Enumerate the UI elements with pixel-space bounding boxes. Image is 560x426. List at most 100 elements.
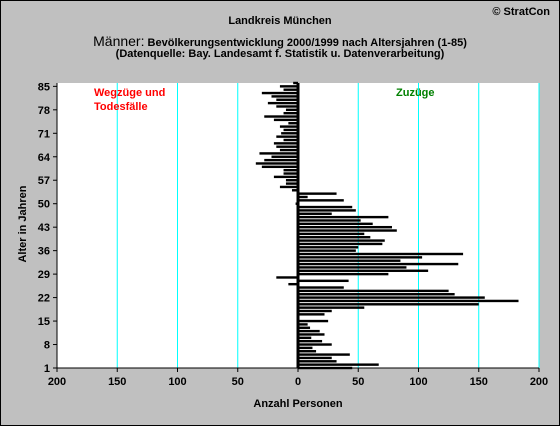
gridlines bbox=[116, 83, 540, 368]
bar bbox=[298, 236, 371, 239]
bar bbox=[298, 222, 373, 226]
bar bbox=[298, 279, 349, 283]
bar bbox=[298, 242, 383, 246]
chart-title-region: Landkreis München bbox=[228, 15, 332, 27]
bar bbox=[298, 336, 312, 340]
bar bbox=[276, 98, 298, 101]
bar bbox=[261, 165, 298, 169]
y-tick-label: 78 bbox=[38, 105, 50, 117]
x-axis-label: Anzahl Personen bbox=[253, 398, 343, 410]
annotation-outflow: Todesfälle bbox=[94, 101, 148, 113]
zero-axis bbox=[296, 83, 300, 368]
x-tick-label: 100 bbox=[409, 376, 427, 388]
y-tick-label: 43 bbox=[38, 222, 50, 234]
bar bbox=[298, 259, 401, 262]
bar bbox=[276, 105, 298, 108]
copyright-label: © StratCon bbox=[492, 6, 550, 18]
x-tick-label: 200 bbox=[530, 376, 548, 388]
bar bbox=[298, 363, 379, 366]
bar bbox=[298, 225, 392, 229]
bar bbox=[298, 296, 485, 299]
annotation-outflow: Wegzüge und bbox=[94, 87, 165, 99]
bar bbox=[264, 115, 298, 118]
bar bbox=[298, 299, 519, 303]
bar bbox=[298, 239, 385, 242]
bar bbox=[298, 360, 337, 363]
bar bbox=[298, 269, 429, 272]
annotations: Wegzüge und Todesfälle Zuzüge bbox=[94, 87, 435, 113]
bar bbox=[298, 246, 359, 249]
chart-title: Männer: Bevölkerungsentwicklung 2000/199… bbox=[0, 33, 560, 49]
axes: 1 8 15 22 29 36 43 50 57 64 71 78 85 200 150 100 50 0 50 10… bbox=[38, 81, 548, 388]
bar bbox=[285, 179, 298, 182]
bar bbox=[298, 323, 308, 326]
bar bbox=[298, 212, 332, 215]
bar bbox=[298, 350, 317, 353]
x-tick-label: 150 bbox=[470, 376, 488, 388]
bar bbox=[273, 175, 298, 179]
bar bbox=[279, 185, 298, 189]
x-tick-label: 50 bbox=[232, 376, 244, 388]
bar bbox=[298, 219, 361, 222]
bar bbox=[298, 232, 365, 236]
x-tick-label: 200 bbox=[48, 376, 66, 388]
bar bbox=[298, 303, 479, 306]
x-tick-label: 150 bbox=[108, 376, 126, 388]
y-tick-label: 36 bbox=[38, 246, 50, 258]
x-tick-label: 100 bbox=[168, 376, 186, 388]
bar bbox=[271, 155, 298, 158]
bar bbox=[283, 88, 298, 91]
bar bbox=[283, 138, 298, 142]
bar bbox=[298, 195, 308, 199]
annotation-inflow: Zuzüge bbox=[396, 87, 435, 99]
bar bbox=[267, 101, 298, 105]
bar bbox=[298, 339, 323, 343]
bar bbox=[298, 343, 332, 346]
bar bbox=[285, 182, 298, 185]
y-tick-label: 22 bbox=[38, 293, 50, 305]
bar bbox=[298, 199, 344, 202]
y-tick-label: 85 bbox=[38, 81, 50, 93]
y-tick-label: 15 bbox=[38, 316, 50, 328]
bar bbox=[298, 256, 423, 259]
bar bbox=[298, 215, 389, 219]
bar bbox=[298, 356, 332, 360]
bar bbox=[298, 293, 455, 296]
bar bbox=[288, 282, 298, 286]
bar bbox=[261, 91, 298, 95]
y-tick-label: 1 bbox=[44, 363, 50, 375]
bar bbox=[298, 329, 320, 333]
y-tick-label: 50 bbox=[38, 199, 50, 211]
chart-title-prefix: Männer: bbox=[93, 33, 145, 49]
bar bbox=[298, 262, 459, 266]
bar bbox=[281, 132, 298, 135]
bar bbox=[298, 309, 332, 313]
bar bbox=[283, 111, 298, 115]
bar bbox=[298, 333, 325, 336]
bar bbox=[255, 162, 298, 165]
bar bbox=[298, 229, 397, 232]
bar bbox=[291, 189, 298, 192]
chart-subtitle-source: (Datenquelle: Bay. Landesamt f. Statisti… bbox=[115, 48, 445, 60]
bar bbox=[298, 249, 356, 252]
bar bbox=[259, 152, 298, 155]
bar bbox=[298, 286, 344, 289]
bar bbox=[298, 319, 329, 323]
bar bbox=[298, 326, 311, 329]
bar bbox=[271, 95, 298, 98]
bar bbox=[279, 148, 298, 152]
y-tick-label: 8 bbox=[44, 340, 50, 352]
y-tick-label: 71 bbox=[38, 128, 50, 140]
x-tick-label: 50 bbox=[352, 376, 364, 388]
bar bbox=[298, 192, 337, 195]
bar bbox=[288, 122, 298, 125]
bar bbox=[293, 81, 298, 85]
bar bbox=[279, 125, 298, 128]
y-tick-label: 64 bbox=[38, 152, 51, 164]
x-tick-label: 0 bbox=[295, 376, 301, 388]
bar bbox=[298, 313, 325, 316]
bar bbox=[298, 252, 464, 256]
bar bbox=[298, 266, 407, 269]
bar bbox=[298, 272, 389, 276]
